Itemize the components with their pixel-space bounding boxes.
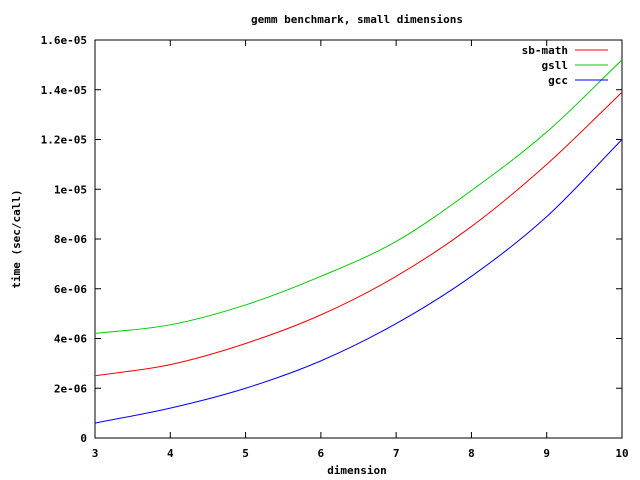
x-axis: 3 4 5 6 7 8 9 10 bbox=[92, 40, 629, 460]
x-axis-label: dimension bbox=[327, 464, 387, 477]
series-line-sb-math bbox=[94, 91, 623, 377]
x-tick-label: 7 bbox=[393, 447, 400, 460]
series-line-gsll bbox=[94, 59, 623, 335]
y-tick-label: 8e-06 bbox=[54, 233, 87, 246]
y-tick-label: 4e-06 bbox=[54, 333, 87, 346]
y-tick-label: 1e-05 bbox=[54, 183, 87, 196]
series-lines bbox=[94, 59, 623, 424]
x-tick-label: 4 bbox=[167, 447, 174, 460]
y-axis: 0 2e-06 4e-06 6e-06 8e-06 1e-05 1.2e-05 1.4e-05… bbox=[41, 34, 622, 445]
y-tick-label: 6e-06 bbox=[54, 283, 87, 296]
x-tick-label: 10 bbox=[615, 447, 628, 460]
legend-label-sb-math: sb-math bbox=[522, 44, 568, 57]
y-axis-label: time (sec/call) bbox=[10, 189, 23, 288]
plot-frame bbox=[94, 39, 623, 439]
x-tick-label: 6 bbox=[318, 447, 325, 460]
x-tick-label: 3 bbox=[92, 447, 99, 460]
y-tick-label: 1.4e-05 bbox=[41, 84, 87, 97]
y-tick-label: 1.6e-05 bbox=[41, 34, 87, 47]
x-tick-label: 8 bbox=[468, 447, 475, 460]
legend: sb-math gsll gcc bbox=[522, 44, 608, 87]
x-tick-label: 9 bbox=[543, 447, 550, 460]
legend-label-gcc: gcc bbox=[548, 74, 568, 87]
chart-title: gemm benchmark, small dimensions bbox=[251, 13, 463, 26]
y-tick-label: 0 bbox=[80, 432, 87, 445]
y-tick-label: 2e-06 bbox=[54, 382, 87, 395]
x-tick-label: 5 bbox=[242, 447, 249, 460]
y-tick-label: 1.2e-05 bbox=[41, 134, 87, 147]
legend-label-gsll: gsll bbox=[542, 59, 569, 72]
series-line-gcc bbox=[94, 139, 623, 424]
